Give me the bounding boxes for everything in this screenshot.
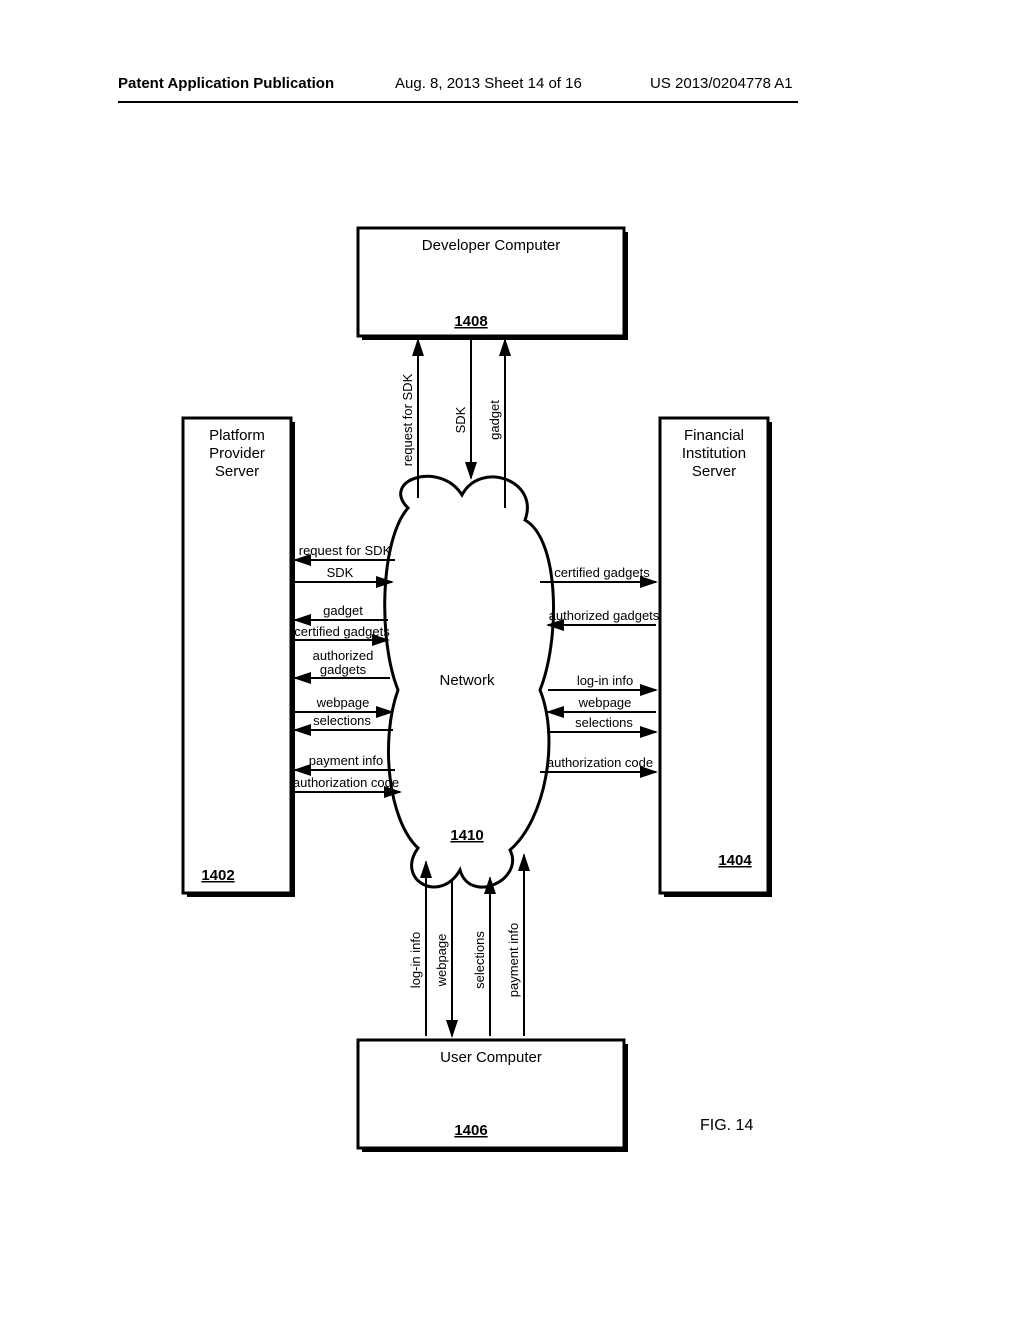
msg-right-0: certified gadgets xyxy=(554,565,650,580)
left-arrows: request for SDK SDK gadget certified gad… xyxy=(293,543,400,792)
figure-label: FIG. 14 xyxy=(700,1117,753,1134)
msg-left-7: payment info xyxy=(309,753,383,768)
msg-left-4b: gadgets xyxy=(320,662,367,677)
platform-refnum: 1402 xyxy=(201,867,234,884)
network-cloud: Network 1410 xyxy=(385,476,554,887)
msg-bot-3: payment info xyxy=(506,923,521,997)
msg-left-1: SDK xyxy=(327,565,354,580)
msg-top-1: SDK xyxy=(453,406,468,433)
network-label: Network xyxy=(439,672,495,689)
platform-label-2: Server xyxy=(215,463,259,480)
right-arrows: certified gadgets authorized gadgets log… xyxy=(540,565,660,772)
financial-label-2: Server xyxy=(692,463,736,480)
msg-left-2: gadget xyxy=(323,603,363,618)
financial-box: Financial Institution Server 1404 xyxy=(660,418,772,897)
msg-top-2: gadget xyxy=(487,400,502,440)
msg-top-0: request for SDK xyxy=(400,373,415,466)
network-refnum: 1410 xyxy=(450,827,483,844)
msg-left-8: authorization code xyxy=(293,775,399,790)
diagram-svg: Developer Computer 1408 Platform Provide… xyxy=(0,0,1024,1320)
financial-label-0: Financial xyxy=(684,427,744,444)
platform-label-1: Provider xyxy=(209,445,265,462)
msg-bot-2: selections xyxy=(472,931,487,989)
developer-box: Developer Computer 1408 xyxy=(358,228,628,340)
msg-right-2: log-in info xyxy=(577,673,633,688)
msg-right-5: authorization code xyxy=(547,755,653,770)
msg-bot-1: webpage xyxy=(434,934,449,988)
msg-bot-0: log-in info xyxy=(408,932,423,988)
developer-refnum: 1408 xyxy=(454,313,487,330)
msg-left-6: selections xyxy=(313,713,371,728)
msg-right-3: webpage xyxy=(578,695,632,710)
developer-label: Developer Computer xyxy=(422,237,560,254)
user-box: User Computer 1406 xyxy=(358,1040,628,1152)
financial-refnum: 1404 xyxy=(718,852,752,869)
msg-left-3: certified gadgets xyxy=(294,624,390,639)
msg-left-0: request for SDK xyxy=(299,543,392,558)
user-refnum: 1406 xyxy=(454,1122,487,1139)
platform-label-0: Platform xyxy=(209,427,265,444)
platform-box: Platform Provider Server 1402 xyxy=(183,418,295,897)
financial-label-1: Institution xyxy=(682,445,746,462)
msg-left-4a: authorized xyxy=(313,648,374,663)
user-label: User Computer xyxy=(440,1049,542,1066)
msg-left-5: webpage xyxy=(316,695,370,710)
msg-right-1: authorized gadgets xyxy=(549,608,660,623)
msg-right-4: selections xyxy=(575,715,633,730)
